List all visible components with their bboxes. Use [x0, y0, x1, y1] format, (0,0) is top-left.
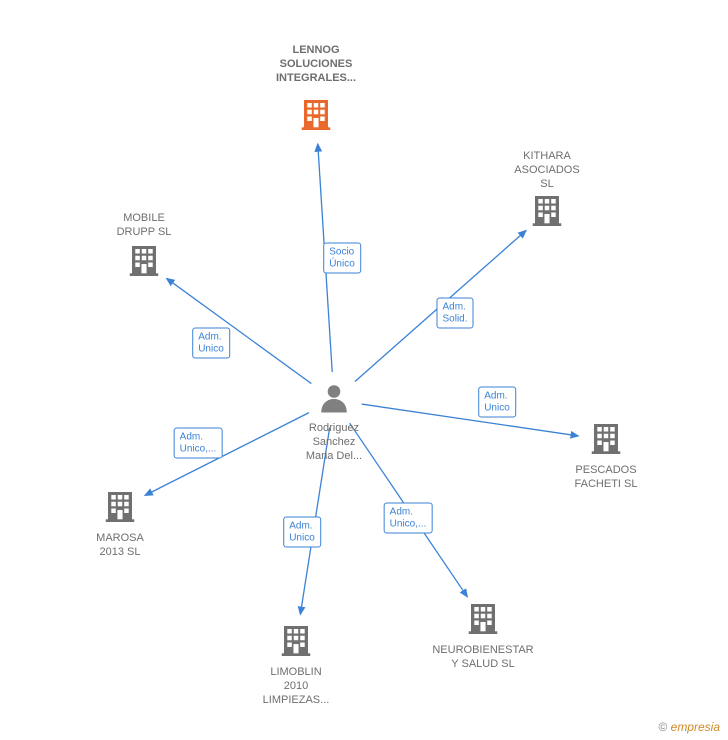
- building-icon[interactable]: [588, 420, 624, 461]
- building-icon[interactable]: [278, 622, 314, 663]
- edge-line: [300, 428, 329, 615]
- copyright: © empresia: [658, 720, 720, 734]
- building-icon[interactable]: [102, 488, 138, 529]
- edge-line: [362, 404, 579, 436]
- building-icon[interactable]: [298, 96, 334, 137]
- building-icon[interactable]: [126, 242, 162, 283]
- building-icon[interactable]: [465, 600, 501, 641]
- building-icon[interactable]: [529, 192, 565, 233]
- edge-line: [355, 231, 526, 382]
- edge-line: [167, 278, 312, 383]
- edge-line: [318, 144, 332, 372]
- person-icon[interactable]: [316, 380, 352, 421]
- brand-name: empresia: [671, 720, 720, 734]
- network-canvas: [0, 0, 728, 740]
- edge-line: [145, 413, 309, 496]
- copyright-symbol: ©: [658, 720, 667, 734]
- edge-line: [350, 423, 468, 597]
